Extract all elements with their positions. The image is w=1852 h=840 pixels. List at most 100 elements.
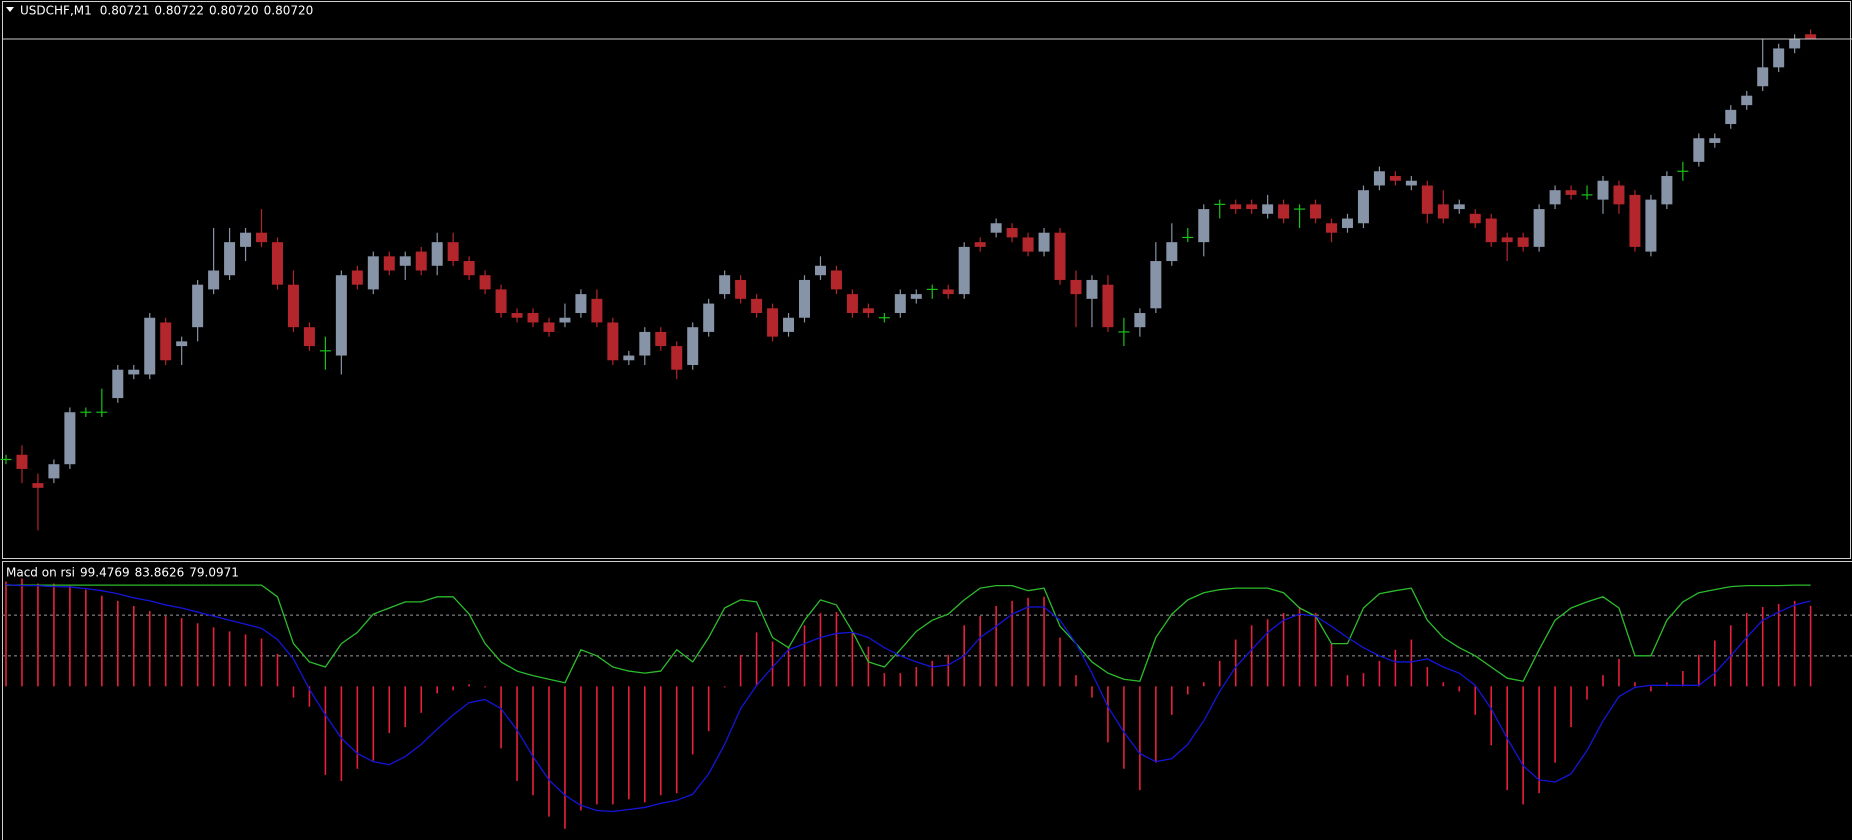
candle-body [1246, 204, 1258, 210]
main-header: USDCHF,M1 0.80721 0.80722 0.80720 0.80720 [20, 3, 313, 17]
candle-body [1437, 204, 1449, 219]
candle-body [367, 256, 379, 290]
candle-body [894, 294, 906, 314]
candle-body [1565, 190, 1577, 195]
candle-body [351, 270, 363, 285]
candle-body [1373, 171, 1385, 186]
candle-body [495, 289, 507, 314]
candle-body [1725, 109, 1737, 125]
candle-body [814, 265, 826, 276]
candle-body [1150, 261, 1162, 309]
candle-body [1597, 180, 1609, 200]
candle-body [1134, 313, 1146, 328]
candle-body [1070, 279, 1082, 295]
candle-body [224, 242, 236, 276]
candle-body [1278, 204, 1290, 219]
candle-body [655, 331, 667, 347]
candle-body [1326, 223, 1338, 233]
candle-body [990, 223, 1002, 233]
candle-body [1230, 204, 1242, 210]
candle-body [399, 256, 411, 266]
candle-body [32, 483, 44, 488]
candle-body [623, 355, 635, 361]
candle-body [607, 322, 619, 361]
main-marks [0, 29, 1852, 531]
candle-body [463, 261, 475, 276]
ohlc-low: 0.80720 [209, 3, 259, 17]
candle-body [719, 275, 731, 295]
candle-body [1645, 199, 1657, 252]
candle-body [1166, 242, 1178, 262]
indicator-value: 99.4769 [80, 565, 130, 579]
indicator-marks [2, 578, 1852, 829]
candle-body [1709, 138, 1721, 143]
candle-body [1341, 218, 1353, 228]
indicator-title: Macd on rsi [6, 565, 75, 579]
indicator-value: 79.0971 [189, 565, 239, 579]
candle-body [639, 331, 651, 356]
candle-body [16, 454, 28, 469]
candle-body [1693, 138, 1705, 162]
candle-body [48, 464, 60, 479]
candle-body [1022, 237, 1034, 252]
indicator-header: Macd on rsi 99.4769 83.8626 79.0971 [6, 565, 239, 579]
ohlc-high: 0.80722 [154, 3, 204, 17]
candle-body [767, 308, 779, 337]
candle-body [1102, 284, 1114, 328]
candle-body [1198, 209, 1210, 243]
candle-body [1741, 95, 1753, 106]
candle-body [1054, 232, 1066, 280]
candle-body [1453, 204, 1465, 210]
candle-body [671, 346, 683, 370]
candle-body [208, 270, 220, 290]
candle-body [559, 317, 571, 323]
candle-body [192, 284, 204, 328]
candle-body [1789, 38, 1801, 49]
candle-body [303, 327, 315, 347]
candle-body [1006, 227, 1018, 238]
candle-body [479, 275, 491, 290]
candle-body [783, 317, 795, 332]
ohlc-close: 0.80720 [264, 3, 314, 17]
candle-body [862, 308, 874, 314]
candle-body [144, 317, 156, 375]
candle-body [431, 242, 443, 266]
candle-body [703, 303, 715, 332]
candle-body [271, 242, 283, 285]
candle-body [575, 294, 587, 314]
candle-body [830, 270, 842, 290]
symbol-menu-arrow[interactable] [6, 7, 14, 12]
candle-body [287, 284, 299, 328]
candle-body [1661, 176, 1673, 205]
indicator-line [5, 583, 1811, 813]
indicator-line [6, 584, 1811, 684]
candle-body [176, 341, 188, 347]
candle-body [735, 279, 747, 299]
candle-body [1421, 185, 1433, 214]
candle-body [1629, 194, 1641, 247]
candle-body [128, 369, 140, 375]
candle-body [1038, 232, 1050, 252]
candle-body [240, 232, 252, 247]
candle-body [1469, 213, 1481, 224]
candle-body [799, 279, 810, 318]
candle-body [1773, 48, 1785, 68]
ohlc-open: 0.80721 [100, 3, 150, 17]
candle-body [1517, 237, 1529, 247]
candle-body [1805, 34, 1817, 39]
candle-body [687, 327, 699, 365]
candle-body [846, 294, 858, 314]
candle-body [415, 251, 427, 271]
candle-body [1549, 190, 1561, 205]
candle-body [527, 313, 539, 323]
candle-body [1389, 176, 1401, 181]
candle-body [1613, 185, 1625, 205]
candle-body [1501, 237, 1513, 243]
candle-body [1405, 180, 1417, 186]
indicator-value: 83.8626 [135, 565, 185, 579]
candle-body [1357, 190, 1369, 224]
candle-body [958, 246, 970, 295]
candle-body [1262, 204, 1274, 214]
